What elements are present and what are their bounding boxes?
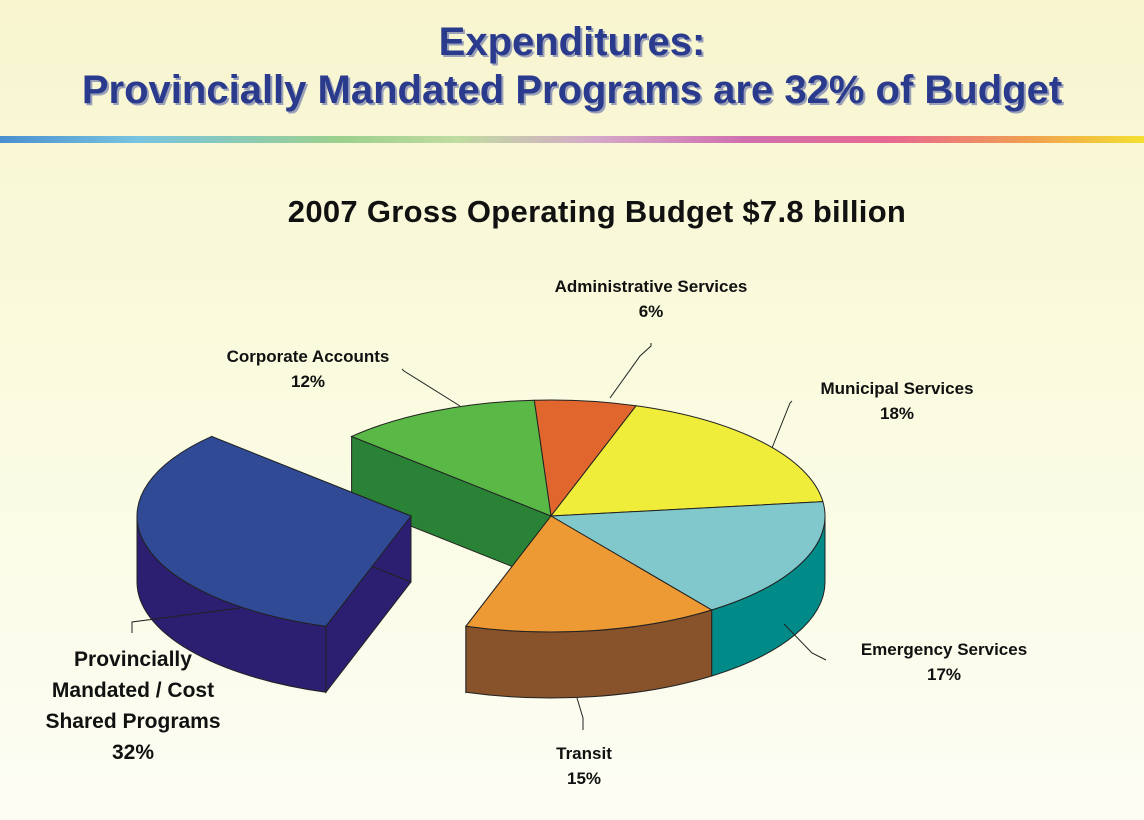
slide-title: Expenditures: Provincially Mandated Prog… — [0, 18, 1144, 114]
leader-line-provincially-mandated-cost-shared-programs — [131, 607, 241, 633]
slice-pct-administrative-services: 6% — [639, 302, 664, 321]
leader-line-transit — [576, 697, 584, 730]
slice-pct-provincially-mandated-cost-shared-programs: 32% — [112, 741, 154, 764]
chart-title: 2007 Gross Operating Budget $7.8 billion — [287, 194, 907, 229]
slice-label-transit: Transit — [556, 744, 612, 763]
pie-slice-provincially-mandated-cost-shared-programs — [136, 435, 412, 627]
leader-line-corporate-accounts — [401, 368, 461, 407]
slice-pct-municipal-services: 18% — [880, 404, 914, 423]
slice-pct-transit: 15% — [567, 769, 601, 788]
title-divider — [0, 136, 1144, 143]
pie-slice-transit — [464, 515, 713, 633]
leader-line-emergency-services — [783, 623, 827, 661]
pie-slice-emergency-services — [549, 501, 826, 611]
slice-label-provincially-mandated-cost-shared-programs: Mandated / Cost — [52, 679, 214, 702]
slice-label-emergency-services: Emergency Services — [861, 640, 1027, 659]
pie-slice-municipal-services — [549, 405, 824, 517]
slice-label-municipal-services: Municipal Services — [820, 379, 973, 398]
slice-pct-emergency-services: 17% — [927, 665, 961, 684]
slice-label-provincially-mandated-cost-shared-programs: Provincially — [74, 648, 192, 671]
slice-pct-corporate-accounts: 12% — [291, 372, 325, 391]
slice-label-corporate-accounts: Corporate Accounts — [227, 347, 390, 366]
slice-label-provincially-mandated-cost-shared-programs: Shared Programs — [45, 710, 220, 733]
leader-line-municipal-services — [771, 400, 793, 449]
slice-label-administrative-services: Administrative Services — [555, 277, 748, 296]
slide-title-line-1: Expenditures: — [438, 20, 706, 64]
pie-slice-corporate-accounts — [350, 399, 552, 517]
slide-title-line-2: Provincially Mandated Programs are 32% o… — [81, 68, 1063, 112]
leader-line-administrative-services — [609, 343, 652, 399]
